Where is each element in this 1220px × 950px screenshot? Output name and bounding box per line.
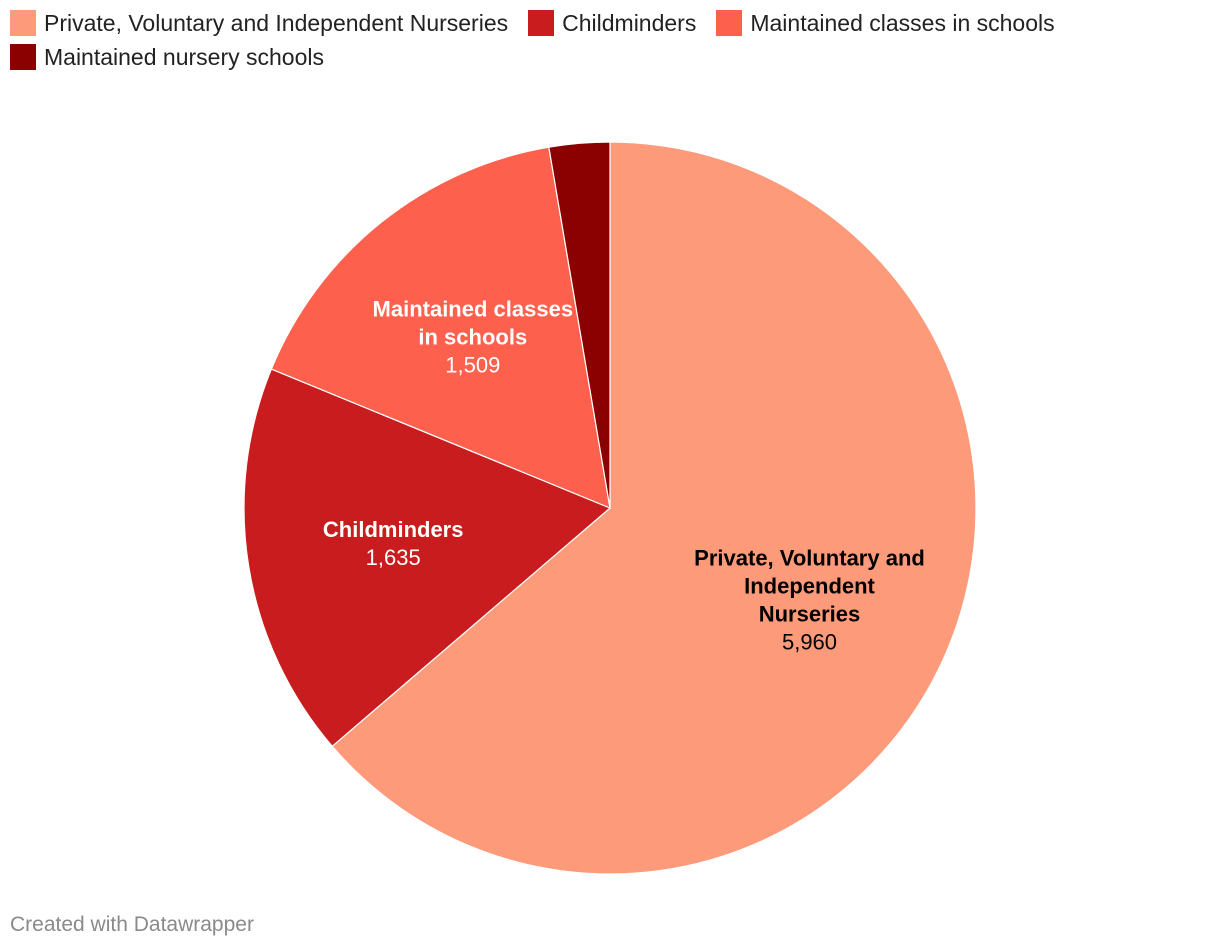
legend: Private, Voluntary and Independent Nurse… bbox=[10, 10, 1210, 70]
legend-item-maintained-classes-in-schools: Maintained classes in schools bbox=[716, 9, 1055, 36]
slice-label-name: Independent bbox=[744, 574, 875, 599]
legend-label: Maintained nursery schools bbox=[44, 43, 324, 70]
footer-credit[interactable]: Created with Datawrapper bbox=[10, 913, 254, 936]
legend-swatch bbox=[716, 10, 743, 36]
legend-item-private-voluntary-and-independent-nurseries: Private, Voluntary and Independent Nurse… bbox=[10, 10, 508, 36]
legend-swatch bbox=[10, 44, 36, 70]
legend-item-maintained-nursery-schools: Maintained nursery schools bbox=[10, 44, 324, 70]
slice-label-maintained-classes-in-schools: Maintained classes in schools 1,509 bbox=[373, 297, 574, 378]
slice-label-name: Nurseries bbox=[759, 602, 861, 627]
pie-slice-private-voluntary-and-independent-nurseries[interactable] bbox=[331, 141, 977, 875]
pie-labels: Private, Voluntary and Independent Nurseri… bbox=[323, 297, 925, 655]
slice-label-private-voluntary-and-independent-nurseries: Private, Voluntary and Independent Nurseri… bbox=[694, 546, 925, 655]
slice-label-name: Private, Voluntary and bbox=[694, 546, 925, 571]
legend-swatch bbox=[528, 10, 555, 36]
slice-label-childminders: Childminders 1,635 bbox=[323, 517, 464, 570]
pie-slice-maintained-nursery-schools[interactable] bbox=[548, 141, 611, 509]
slice-value-label: 5,960 bbox=[782, 630, 837, 655]
legend-label: Maintained classes in schools bbox=[750, 9, 1055, 36]
pie-slice-childminders[interactable] bbox=[243, 368, 612, 748]
slice-label-name: in schools bbox=[418, 325, 527, 350]
slice-value-label: 1,509 bbox=[445, 353, 500, 378]
slice-label-name: Childminders bbox=[323, 517, 464, 542]
legend-label: Private, Voluntary and Independent Nurse… bbox=[44, 9, 509, 36]
pie-slice-maintained-classes-in-schools[interactable] bbox=[270, 146, 611, 509]
slice-value-label: 1,635 bbox=[366, 545, 421, 570]
pie-slices bbox=[243, 141, 977, 875]
legend-label: Childminders bbox=[562, 9, 697, 36]
legend-item-childminders: Childminders bbox=[528, 10, 696, 36]
slice-label-name: Maintained classes bbox=[373, 297, 574, 322]
legend-swatch bbox=[10, 10, 36, 36]
